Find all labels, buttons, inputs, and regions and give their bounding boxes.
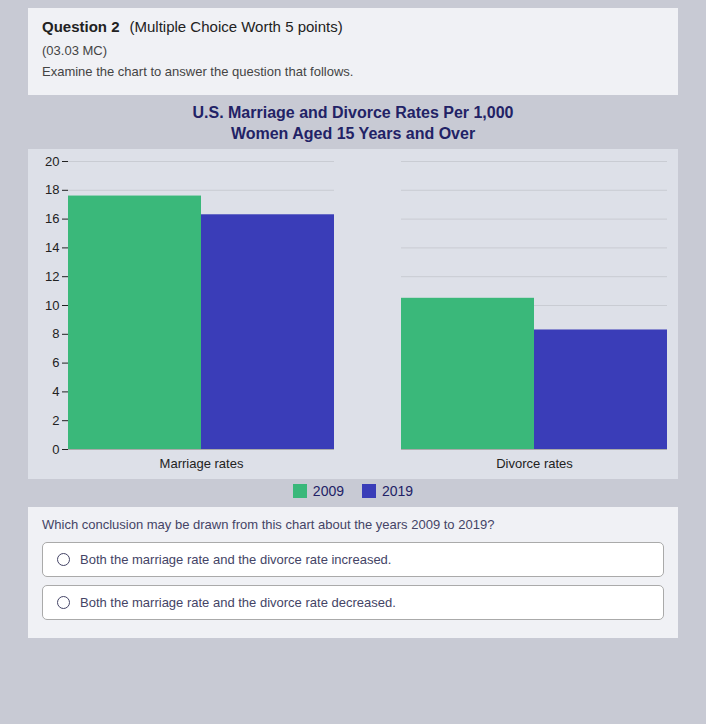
html-text:2009: 2009 — [312, 482, 344, 499]
svg-text:16: 16 — [45, 211, 59, 226]
svg-text:Divorce rates: Divorce rates — [496, 455, 573, 470]
html-text:U.S. Marriage and Divorce Rate: U.S. Marriage and Divorce Rates Per 1,00… — [192, 104, 514, 121]
svg-text:20: 20 — [45, 153, 59, 168]
svg-text:4: 4 — [52, 384, 59, 399]
html-text:(03.03 MC): (03.03 MC) — [42, 43, 107, 58]
svg-text:8: 8 — [52, 326, 59, 341]
svg-text:2: 2 — [52, 412, 59, 427]
svg-text:14: 14 — [45, 240, 59, 255]
html-text:Question 2: Question 2 — [42, 18, 120, 35]
html-text:Both the marriage rate and the: Both the marriage rate and the divorce r… — [80, 594, 396, 610]
svg-text:0: 0 — [52, 441, 59, 456]
svg-text:6: 6 — [52, 355, 59, 370]
html-text:(Multiple Choice Worth 5 point: (Multiple Choice Worth 5 points) — [129, 18, 343, 35]
html-text:Which conclusion may be drawn: Which conclusion may be drawn from this … — [42, 516, 495, 532]
html-text:Examine the chart to answer th: Examine the chart to answer the question… — [42, 64, 354, 79]
html-text:Both the marriage rate and the: Both the marriage rate and the divorce r… — [80, 551, 392, 567]
svg-text:10: 10 — [45, 297, 59, 312]
html-text:2019: 2019 — [382, 482, 414, 499]
svg-text:18: 18 — [45, 182, 59, 197]
svg-text:Marriage rates: Marriage rates — [160, 455, 244, 470]
html-text:Women Aged 15 Years and Over: Women Aged 15 Years and Over — [230, 124, 476, 142]
svg-text:12: 12 — [45, 268, 59, 283]
